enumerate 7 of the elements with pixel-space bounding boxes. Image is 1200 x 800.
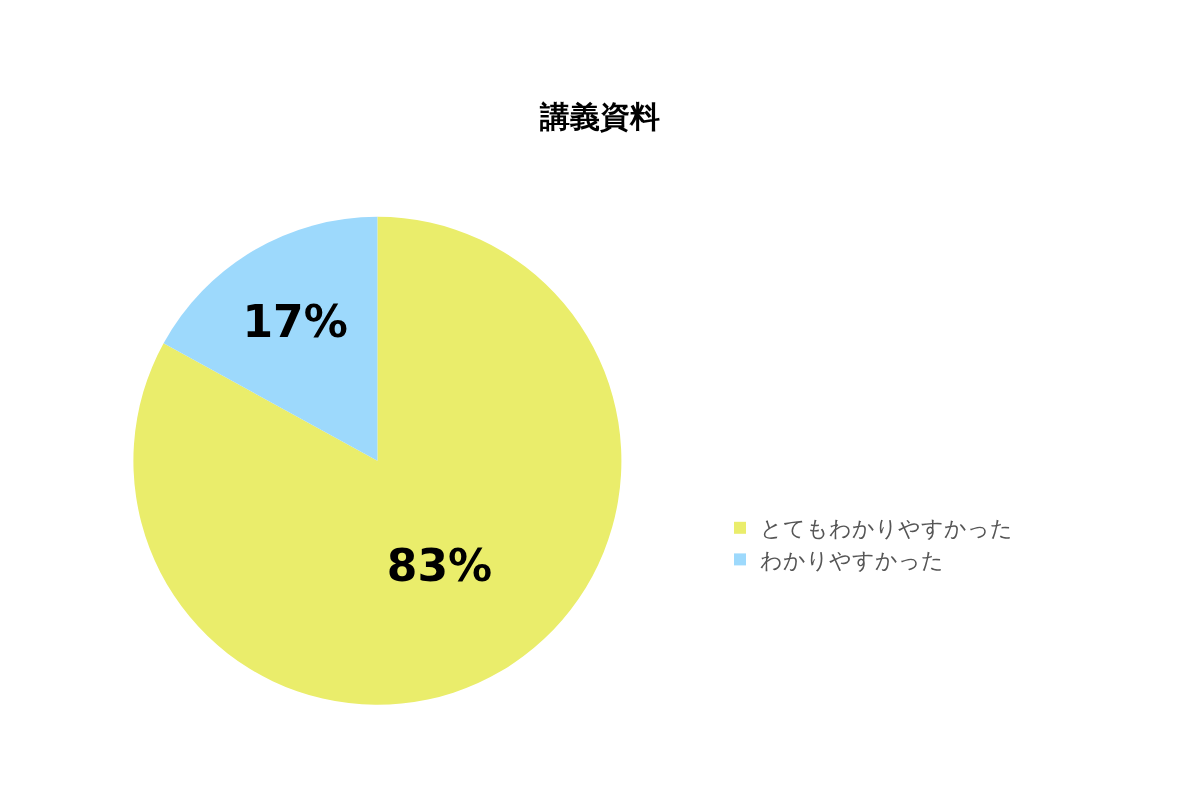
chart-title: 講義資料 — [539, 98, 660, 134]
legend-label: とてもわかりやすかった — [760, 516, 1013, 542]
legend-label: わかりやすかった — [760, 547, 944, 573]
data-label: 83% — [386, 540, 493, 592]
data-label: 17% — [242, 296, 348, 348]
pie-slice — [133, 216, 622, 705]
pie-slice — [163, 216, 378, 461]
